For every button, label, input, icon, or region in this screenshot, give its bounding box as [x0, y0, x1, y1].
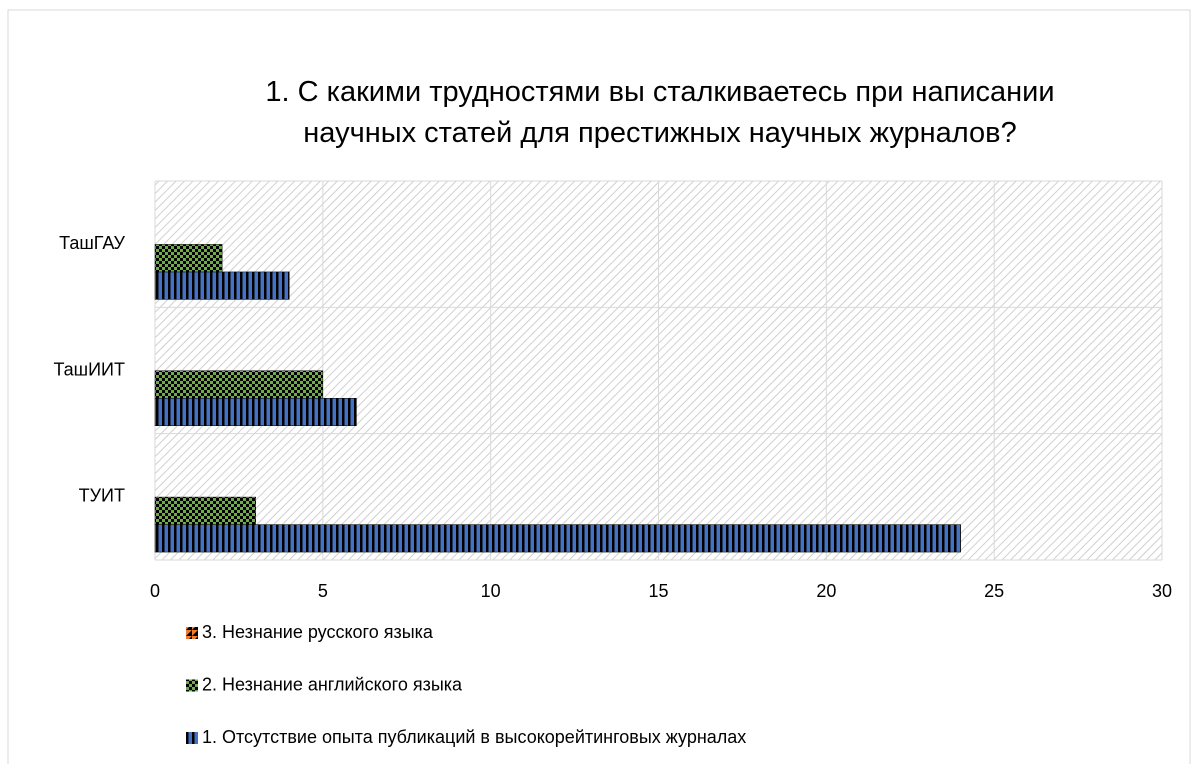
legend-label: 1. Отсутствие опыта публикаций в высокор…: [202, 727, 746, 747]
chart-border: [7, 9, 1191, 764]
legend-label: 2. Незнание английского языка: [202, 674, 463, 694]
legend-swatch: [186, 732, 198, 744]
bar: [154, 244, 223, 273]
legend-label: 3. Незнание русского языка: [202, 622, 434, 642]
x-tick-label: 30: [1152, 581, 1172, 601]
bar: [154, 398, 357, 426]
x-tick-label: 0: [150, 581, 160, 601]
bar: [154, 271, 290, 300]
x-tick-label: 15: [648, 581, 668, 601]
y-tick-label: ТУИТ: [79, 486, 125, 506]
x-tick-label: 25: [984, 581, 1004, 601]
x-tick-label: 5: [318, 581, 328, 601]
bar: [154, 370, 324, 399]
bar: [154, 496, 256, 525]
bar: [154, 524, 961, 553]
y-tick-label: ТашГАУ: [59, 233, 125, 253]
y-tick-label: ТашИИТ: [53, 359, 125, 379]
chart-title: 1. С какими трудностями вы сталкиваетесь…: [265, 76, 1055, 149]
x-tick-label: 20: [816, 581, 836, 601]
legend-swatch: [186, 627, 198, 639]
x-tick-label: 10: [481, 581, 501, 601]
legend-swatch: [186, 679, 198, 692]
